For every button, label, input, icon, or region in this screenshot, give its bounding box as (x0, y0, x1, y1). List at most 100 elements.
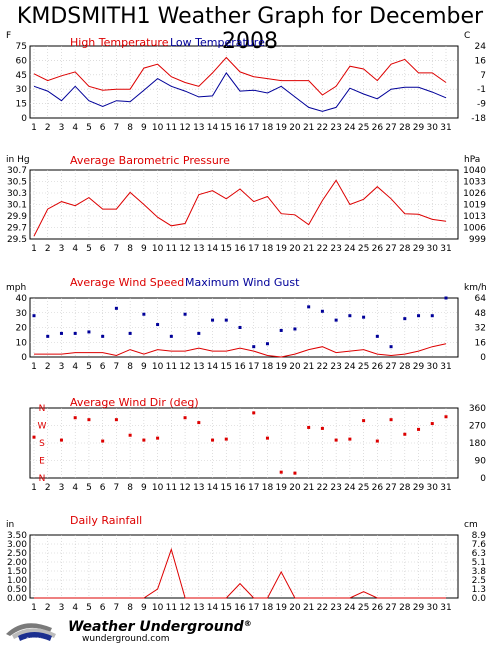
chart-3-series-2-point (417, 314, 421, 318)
chart-4-series-1-point (142, 438, 146, 442)
chart-4-x-tick-label: 2 (45, 483, 51, 493)
chart-3-series-2-point (403, 317, 407, 321)
chart-2-y-tick-label: 29.9 (7, 212, 27, 222)
chart-4-x-tick-label: 18 (262, 483, 274, 493)
chart-1-x-tick-label: 27 (385, 123, 396, 133)
chart-3-series-2-point (430, 314, 434, 318)
chart-4-x-tick-label: 11 (166, 483, 177, 493)
chart-1-x-tick-label: 21 (303, 123, 314, 133)
chart-3-x-tick-label: 14 (207, 362, 219, 372)
logo-name-text: Weather Underground (68, 619, 244, 635)
chart-5-x-tick-label: 30 (427, 603, 439, 613)
chart-3-x-tick-label: 27 (385, 362, 396, 372)
chart-1-x-tick-label: 13 (193, 123, 204, 133)
chart-1-x-tick-label: 12 (179, 123, 190, 133)
chart-3-series-2-point (224, 318, 228, 322)
chart-5-y-tick-label: 2.00 (7, 558, 27, 568)
chart-5-x-tick-label: 6 (100, 603, 106, 613)
chart-3-series-2-point (389, 345, 393, 349)
chart-1-x-tick-label: 7 (114, 123, 120, 133)
chart-5-y-tick-label: 1.50 (7, 567, 27, 577)
chart-4-series-1-point (101, 439, 105, 443)
chart-4-x-tick-label: 4 (72, 483, 78, 493)
chart-3-series-2-point (169, 334, 173, 338)
chart-1-series-2-line (33, 72, 447, 112)
chart-2-x-tick-label: 1 (31, 244, 37, 254)
chart-2-x-tick-label: 2 (45, 244, 51, 254)
wind-direction-label: N (39, 404, 46, 414)
chart-3-series-2-point (59, 331, 63, 335)
chart-3-legend-1: Average Wind Speed (70, 276, 184, 289)
chart-2-x-tick-label: 13 (193, 244, 204, 254)
chart-5-y2-tick-label: 7.6 (472, 540, 487, 550)
chart-5-x-tick-label: 31 (440, 603, 451, 613)
chart-5-x-tick-label: 9 (141, 603, 147, 613)
chart-1-frame (29, 45, 459, 119)
chart-4-x-tick-label: 5 (86, 483, 92, 493)
chart-4-series-1-point (265, 436, 269, 440)
chart-4-x-tick-label: 16 (234, 483, 246, 493)
chart-1-legend-2: Low Temperature (170, 36, 265, 49)
chart-5-y2-tick-label: 0.0 (472, 594, 487, 604)
chart-5-y-tick-label: 1.00 (7, 576, 27, 586)
chart-5-x-tick-label: 27 (385, 603, 396, 613)
chart-3-x-tick-label: 26 (372, 362, 384, 372)
chart-5-y2-tick-label: 3.8 (472, 567, 487, 577)
chart-3-x-tick-label: 29 (413, 362, 425, 372)
chart-3-series-2-point (334, 318, 338, 322)
chart-2-x-tick-label: 27 (385, 244, 396, 254)
chart-1-x-tick-label: 18 (262, 123, 274, 133)
chart-4-y2-tick-label: 270 (469, 422, 486, 432)
chart-3-x-tick-label: 19 (275, 362, 287, 372)
chart-2-x-tick-label: 16 (234, 244, 246, 254)
chart-5-y2-tick-label: 5.1 (472, 558, 486, 568)
chart-5-x-tick-label: 20 (289, 603, 301, 613)
chart-2-x-tick-label: 6 (100, 244, 106, 254)
logo-trademark: ® (243, 619, 252, 628)
chart-5-x-tick-label: 1 (31, 603, 37, 613)
chart-2-x-tick-label: 28 (399, 244, 411, 254)
chart-4-series-1-point (32, 435, 36, 439)
chart-4-series-1-point (211, 438, 215, 442)
chart-3-series-2-point (265, 342, 269, 346)
weather-underground-logo: ~~~ (6, 623, 56, 642)
chart-2-x-tick-label: 3 (59, 244, 65, 254)
chart-1-x-tick-label: 26 (372, 123, 384, 133)
chart-4-series-1-point (224, 437, 228, 441)
chart-1-y2-tick-label: -1 (477, 85, 486, 95)
chart-5-series-1-line (34, 547, 446, 599)
chart-2-title: Average Barometric Pressure (70, 154, 230, 167)
chart-2-x-tick-label: 4 (72, 244, 78, 254)
chart-5-title: Daily Rainfall (70, 514, 142, 527)
chart-5-x-tick-label: 17 (248, 603, 259, 613)
chart-2-x-tick-label: 24 (344, 244, 356, 254)
chart-2-y2-tick-label: 1013 (463, 212, 486, 222)
chart-4-series-1-point (59, 438, 63, 442)
chart-3-x-tick-label: 18 (262, 362, 274, 372)
chart-1-x-tick-label: 2 (45, 123, 51, 133)
chart-2-y-tick-label: 30.1 (7, 201, 27, 211)
chart-3-x-tick-label: 10 (152, 362, 164, 372)
chart-3-y2-tick-label: 0 (480, 353, 486, 363)
chart-1-x-tick-label: 5 (86, 123, 92, 133)
chart-2-x-tick-label: 23 (330, 244, 341, 254)
chart-2-right-unit: hPa (464, 155, 480, 165)
chart-3-y-tick-label: 30 (16, 309, 28, 319)
chart-3-y-tick-label: 0 (21, 353, 27, 363)
chart-3-series-2-point (362, 315, 366, 319)
chart-5-x-tick-label: 3 (59, 603, 65, 613)
chart-4-series-1-point (87, 418, 91, 422)
chart-3-x-tick-label: 2 (45, 362, 51, 372)
chart-4-x-tick-label: 21 (303, 483, 314, 493)
chart-3-series-2-point (279, 328, 283, 332)
chart-1-y2-tick-label: 16 (475, 56, 487, 66)
chart-4-x-tick-label: 22 (317, 483, 328, 493)
chart-4-y2-tick-label: 180 (469, 439, 486, 449)
chart-5-x-tick-label: 23 (330, 603, 341, 613)
chart-1-x-tick-label: 4 (72, 123, 78, 133)
chart-4-x-tick-label: 8 (127, 483, 133, 493)
chart-5-y2-tick-label: 1.3 (472, 585, 486, 595)
chart-1-x-tick-label: 16 (234, 123, 246, 133)
chart-4-x-tick-label: 20 (289, 483, 301, 493)
